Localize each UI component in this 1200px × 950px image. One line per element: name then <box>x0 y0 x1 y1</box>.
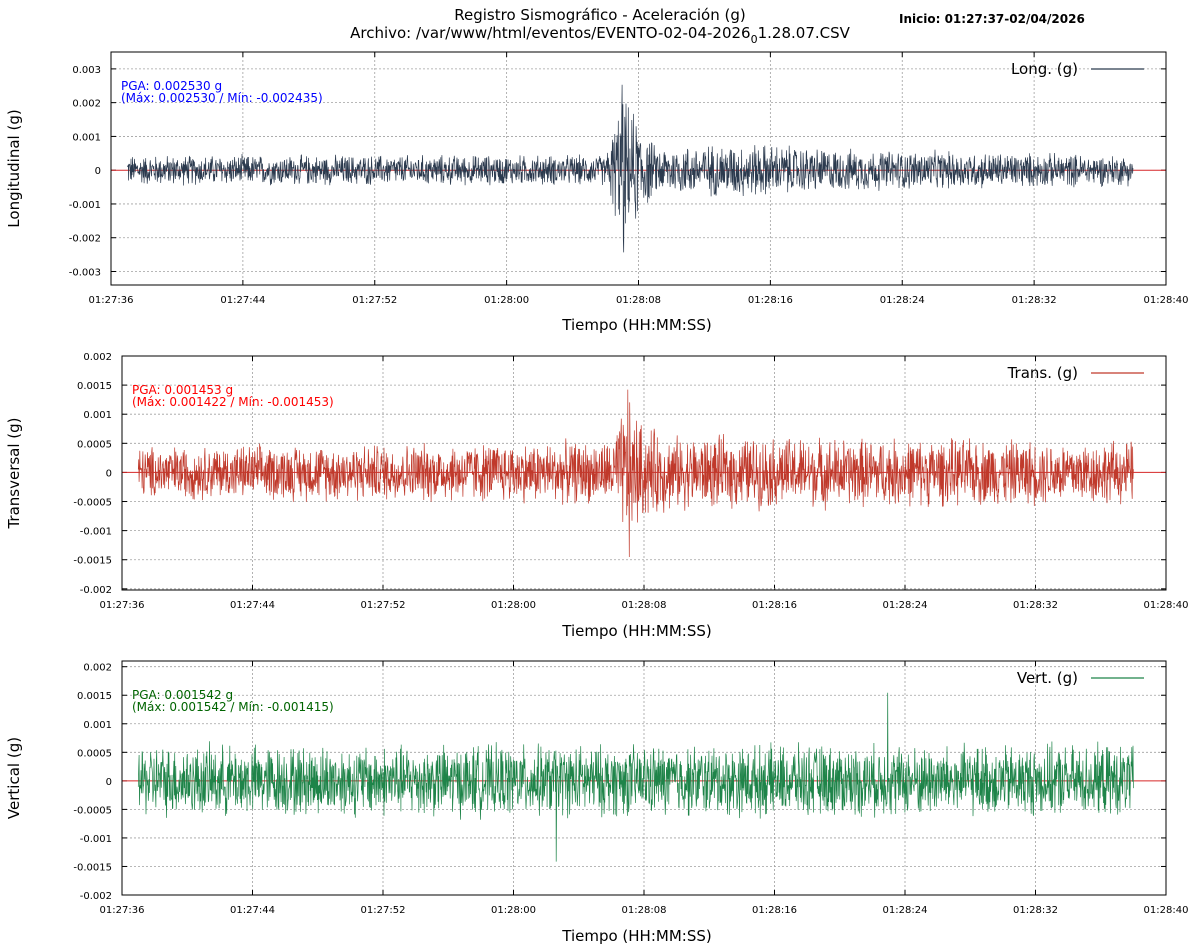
x-axis-label: Tiempo (HH:MM:SS) <box>561 622 711 640</box>
y-tick-label: 0.0005 <box>77 439 112 450</box>
x-tick-label: 01:27:36 <box>89 295 134 306</box>
x-tick-label: 01:28:32 <box>1012 295 1057 306</box>
x-tick-label: 01:28:00 <box>484 295 529 306</box>
x-tick-label: 01:28:00 <box>491 600 536 611</box>
legend-label: Trans. (g) <box>1007 364 1078 382</box>
x-tick-label: 01:28:40 <box>1144 295 1189 306</box>
y-axis-label: Longitudinal (g) <box>5 109 23 227</box>
y-tick-label: -0.0005 <box>73 805 112 816</box>
y-tick-label: 0 <box>106 468 112 479</box>
y-tick-label: 0.001 <box>83 410 112 421</box>
x-tick-label: 01:28:16 <box>752 905 797 916</box>
panel-3: 01:27:36 01:27:44 01:27:52 01:28:00 01:28:08… <box>5 660 1189 945</box>
y-tick-label: -0.001 <box>69 200 101 211</box>
x-tick-label: 01:28:08 <box>622 905 667 916</box>
max-min-annotation: (Máx: 0.001542 / Mín: -0.001415) <box>132 700 334 714</box>
pga-annotation: PGA: 0.001542 g <box>132 688 233 702</box>
x-tick-label: 01:27:52 <box>361 600 406 611</box>
x-tick-label: 01:27:44 <box>230 600 275 611</box>
x-axis-label: Tiempo (HH:MM:SS) <box>561 927 711 945</box>
y-tick-label: 0.0015 <box>77 691 112 702</box>
panel-2: 01:27:36 01:27:44 01:27:52 01:28:00 01:28:08… <box>5 352 1188 640</box>
series-line <box>137 389 1134 558</box>
y-tick-label: 0.002 <box>83 663 112 674</box>
y-tick-label: 0.003 <box>72 65 101 76</box>
pga-annotation: PGA: 0.001453 g <box>132 383 233 397</box>
y-tick-label: -0.002 <box>80 891 112 902</box>
x-tick-label: 01:28:00 <box>491 905 536 916</box>
y-tick-label: 0.002 <box>72 99 101 110</box>
y-tick-label: -0.0015 <box>73 862 112 873</box>
y-tick-label: 0.0015 <box>77 381 112 392</box>
y-tick-label: 0.0005 <box>77 748 112 759</box>
x-tick-label: 01:28:40 <box>1144 905 1189 916</box>
y-axis-label: Vertical (g) <box>5 737 23 819</box>
y-tick-label: 0 <box>106 777 112 788</box>
x-tick-label: 01:28:24 <box>883 600 928 611</box>
y-tick-label: 0.001 <box>83 720 112 731</box>
x-tick-label: 01:28:08 <box>616 295 661 306</box>
x-tick-label: 01:28:32 <box>1013 905 1058 916</box>
pga-annotation: PGA: 0.002530 g <box>121 79 222 93</box>
plot-frame <box>121 355 1167 591</box>
start-time-label: Inicio: 01:27:37-02/04/2026 <box>899 12 1085 26</box>
y-tick-label: 0 <box>95 166 101 177</box>
file-title: Archivo: /var/www/html/eventos/EVENTO-02… <box>350 24 851 46</box>
figure-title: Registro Sismográfico - Aceleración (g) <box>454 6 745 24</box>
y-tick-label: -0.001 <box>80 527 112 538</box>
plot-frame <box>121 660 1167 896</box>
y-tick-label: -0.001 <box>80 834 112 845</box>
file-title-prefix: Archivo: /var/www/html/eventos/EVENTO-02… <box>350 24 751 42</box>
y-tick-label: 0.001 <box>72 132 101 143</box>
x-tick-label: 01:28:16 <box>748 295 793 306</box>
y-tick-label: -0.0005 <box>73 498 112 509</box>
y-tick-label: -0.002 <box>80 585 112 596</box>
x-tick-label: 01:28:24 <box>883 905 928 916</box>
plot-frame <box>110 51 1167 286</box>
y-tick-label: -0.0015 <box>73 556 112 567</box>
panel-1: 01:27:36 01:27:44 01:27:52 01:28:00 01:28:08… <box>5 51 1189 334</box>
x-tick-label: 01:27:44 <box>220 295 265 306</box>
max-min-annotation: (Máx: 0.001422 / Mín: -0.001453) <box>132 395 334 409</box>
max-min-annotation: (Máx: 0.002530 / Mín: -0.002435) <box>121 91 323 105</box>
y-tick-label: -0.003 <box>69 267 101 278</box>
file-title-suffix: 1.28.07.CSV <box>758 24 851 42</box>
x-tick-label: 01:28:40 <box>1144 600 1189 611</box>
legend-label: Vert. (g) <box>1017 669 1078 687</box>
y-tick-label: -0.002 <box>69 234 101 245</box>
x-tick-label: 01:28:08 <box>622 600 667 611</box>
series-line <box>127 84 1134 253</box>
legend-label: Long. (g) <box>1011 60 1078 78</box>
file-title-subscript: 0 <box>751 33 758 46</box>
x-tick-label: 01:28:32 <box>1013 600 1058 611</box>
x-tick-label: 01:27:52 <box>352 295 397 306</box>
x-tick-label: 01:27:44 <box>230 905 275 916</box>
x-tick-label: 01:28:16 <box>752 600 797 611</box>
x-axis-label: Tiempo (HH:MM:SS) <box>561 316 711 334</box>
series-line <box>137 692 1134 862</box>
x-tick-label: 01:27:52 <box>361 905 406 916</box>
x-tick-label: 01:27:36 <box>100 905 145 916</box>
x-tick-label: 01:28:24 <box>880 295 925 306</box>
y-tick-label: 0.002 <box>83 352 112 363</box>
y-axis-label: Transversal (g) <box>5 417 23 529</box>
x-tick-label: 01:27:36 <box>100 600 145 611</box>
panels-group: 01:27:36 01:27:44 01:27:52 01:28:00 01:28:08… <box>5 51 1189 945</box>
